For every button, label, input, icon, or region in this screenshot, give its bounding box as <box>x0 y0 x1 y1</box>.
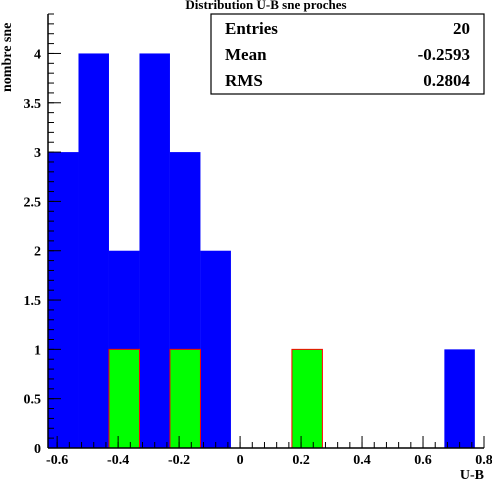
stats-label-mean: Mean <box>225 45 267 64</box>
y-tick-label: 3.5 <box>24 97 42 112</box>
stats-value-rms: 0.2804 <box>423 71 470 90</box>
x-tick-label: 0.8 <box>475 453 492 468</box>
stats-value-mean: -0.2593 <box>418 45 470 64</box>
y-tick-label: 1 <box>34 343 41 358</box>
y-tick-label: 2 <box>34 245 41 260</box>
x-axis-title: U-B <box>460 468 484 481</box>
tick-labels-layer: -0.6 -0.4 -0.2 0 0.2 0.4 0.6 0.8 0 0.5 1 1.5 2 2.5 3 3.… <box>24 47 492 468</box>
y-tick-label: 2.5 <box>24 195 42 210</box>
x-tick-label: 0.6 <box>414 453 432 468</box>
histogram-bar-1-2 <box>78 53 109 449</box>
histogram-bar-2-1 <box>108 348 140 449</box>
stats-box: Entries 20 Mean -0.2593 RMS 0.2804 <box>210 13 485 95</box>
y-tick-label: 4 <box>34 47 41 62</box>
stats-value-entries: 20 <box>453 19 470 38</box>
x-tick-label: 0.2 <box>292 453 310 468</box>
histogram-bar-2-3 <box>291 348 323 449</box>
y-axis-title: nombre sne <box>0 23 15 92</box>
x-tick-label: -0.6 <box>46 453 68 468</box>
y-tick-label: 3 <box>34 146 41 161</box>
bars-layer <box>48 53 475 449</box>
x-tick-label: -0.2 <box>168 453 190 468</box>
histogram-bar-1-4 <box>139 53 170 449</box>
ticks-layer <box>48 13 485 449</box>
x-tick-label: 0.4 <box>353 453 371 468</box>
histogram-bar-1-6 <box>200 250 231 448</box>
stats-label-entries: Entries <box>225 19 278 38</box>
stats-label-rms: RMS <box>225 71 263 90</box>
y-tick-label: 0.5 <box>24 393 42 408</box>
histogram-bar-1-8 <box>444 349 475 448</box>
x-tick-label: -0.4 <box>107 453 129 468</box>
histogram-bar-2-2 <box>169 348 201 449</box>
stats-box-frame <box>210 13 485 95</box>
chart-title: Distribution U-B sne proches <box>185 0 346 12</box>
y-tick-label: 1.5 <box>24 294 42 309</box>
x-tick-label: 0 <box>237 453 244 468</box>
y-tick-label: 0 <box>34 442 41 457</box>
